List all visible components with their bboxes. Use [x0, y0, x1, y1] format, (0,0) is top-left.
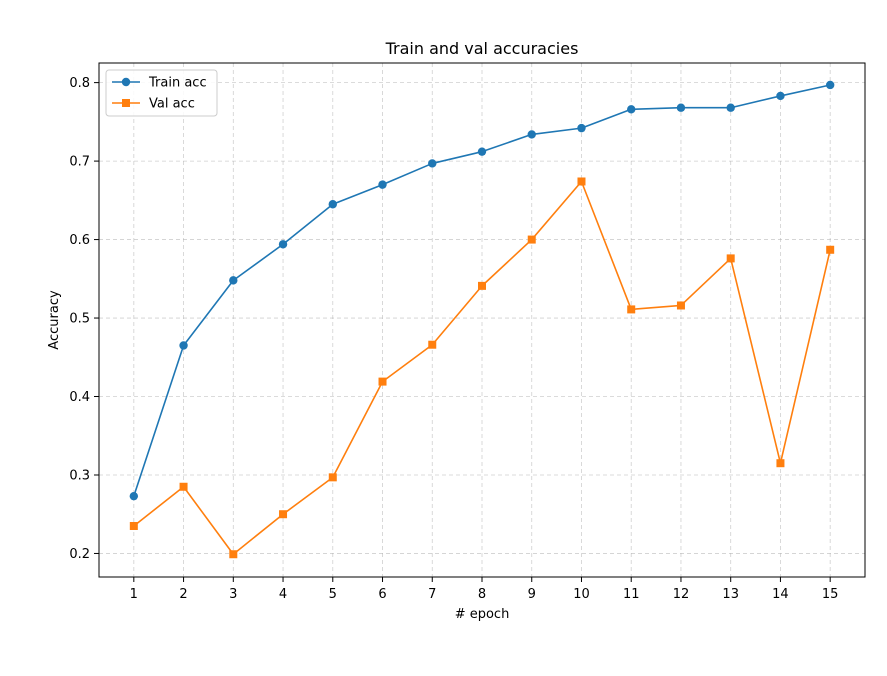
- legend: Train acc Val acc: [105, 69, 218, 117]
- x-tick-label: 14: [772, 587, 789, 602]
- x-tick-label: 13: [722, 587, 739, 602]
- data-point: [179, 482, 188, 491]
- y-tick-label: 0.8: [69, 76, 90, 91]
- data-point: [378, 377, 387, 386]
- x-tick-label: 8: [478, 587, 486, 602]
- x-tick-label: 3: [229, 587, 237, 602]
- x-tick-label: 10: [573, 587, 590, 602]
- data-point: [179, 341, 188, 350]
- data-point: [527, 235, 536, 244]
- grid-layer: [99, 63, 865, 577]
- data-point: [577, 177, 586, 186]
- data-point: [428, 159, 437, 168]
- data-point: [676, 301, 685, 310]
- y-tick-label: 0.3: [69, 468, 90, 483]
- legend-marker: [122, 99, 130, 107]
- y-tick-label: 0.4: [69, 390, 90, 405]
- data-point: [776, 91, 785, 101]
- data-point: [776, 459, 785, 468]
- y-tick-label: 0.7: [69, 155, 90, 170]
- data-point: [627, 105, 636, 114]
- data-point: [826, 245, 835, 254]
- data-point: [627, 305, 636, 314]
- x-tick-label: 12: [673, 587, 690, 602]
- data-point: [527, 130, 536, 139]
- x-tick-label: 7: [428, 587, 436, 602]
- data-point: [129, 521, 138, 530]
- legend-marker: [121, 77, 131, 87]
- series-layer: [129, 80, 835, 559]
- series-train-acc: [129, 80, 835, 501]
- data-point: [229, 550, 238, 559]
- x-tick-label: 9: [528, 587, 536, 602]
- data-point: [726, 103, 735, 112]
- data-point: [378, 180, 387, 189]
- data-point: [477, 147, 487, 156]
- x-tick-label: 6: [378, 587, 386, 602]
- data-point: [726, 254, 735, 263]
- data-point: [279, 510, 288, 519]
- x-tick-label: 11: [623, 587, 640, 602]
- y-tick-label: 0.5: [69, 312, 90, 327]
- x-tick-label: 15: [822, 587, 839, 602]
- x-tick-label: 5: [329, 587, 337, 602]
- x-tick-label: 4: [279, 587, 287, 602]
- y-tick-label: 0.6: [69, 233, 90, 248]
- y-axis-label: Accuracy: [47, 290, 62, 350]
- legend-entry: Val acc: [112, 97, 195, 112]
- y-tick-label: 0.2: [69, 547, 90, 562]
- data-point: [428, 340, 437, 349]
- data-point: [328, 473, 337, 482]
- data-point: [328, 200, 337, 209]
- data-point: [478, 281, 486, 290]
- legend-label: Val acc: [149, 97, 195, 112]
- chart-title: Train and val accuracies: [385, 39, 579, 58]
- data-point: [278, 240, 288, 249]
- data-point: [676, 103, 686, 112]
- series-val-acc: [129, 177, 835, 559]
- legend-entry: Train acc: [112, 76, 207, 91]
- x-tick-label: 2: [179, 587, 187, 602]
- ticks-layer: 1 2 3 4 5 6 7 8 9 10 11 12 13 14 150.20.30.40.50.60.70…: [69, 76, 838, 602]
- legend-label: Train acc: [148, 76, 207, 91]
- data-point: [577, 123, 586, 133]
- data-point: [825, 80, 835, 90]
- x-tick-label: 1: [130, 587, 138, 602]
- data-point: [129, 491, 139, 501]
- x-axis-label: # epoch: [455, 607, 510, 622]
- data-point: [229, 276, 238, 285]
